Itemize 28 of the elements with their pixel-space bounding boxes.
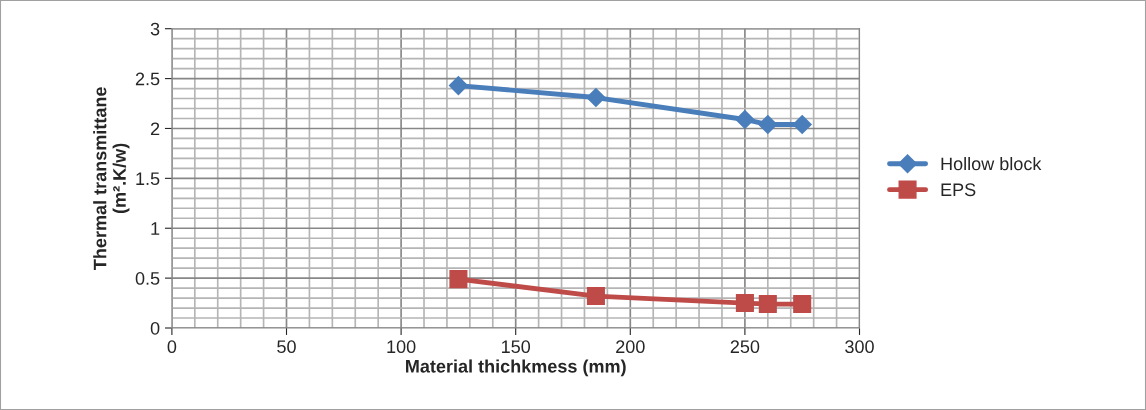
x-tick-label: 150 [502,340,531,354]
x-tick-label: 250 [730,340,760,354]
point [586,88,606,108]
point [758,114,778,135]
y-tick-label: 1.5 [136,172,160,186]
y-tick-label: 1 [151,222,160,235]
x-tick-label: 100 [387,340,416,354]
point [758,295,777,314]
y-tick-label: 2 [150,122,160,136]
x-axis-title: Material thichkmess (mm) [406,359,626,377]
x-tick-label: 200 [616,340,645,354]
legend-label: EPS [941,183,976,197]
point [792,114,812,135]
y-axis-title: Thermal transmittane (m².K/w) [93,87,130,270]
x-tick-label: 50 [277,340,296,354]
legend-label: Hollow block [941,157,1042,171]
point [586,287,605,306]
x-tick-label: 0 [167,340,177,354]
y-tick-label: 0.5 [135,272,160,285]
y-tick-label: 2.5 [135,72,160,86]
y-tick-label: 3 [150,22,160,36]
point [449,270,468,289]
y-tick-label: 0 [150,321,160,335]
point [448,76,468,96]
point [793,295,812,314]
x-tick-label: 300 [845,340,874,354]
point [735,109,755,130]
point [735,294,754,313]
